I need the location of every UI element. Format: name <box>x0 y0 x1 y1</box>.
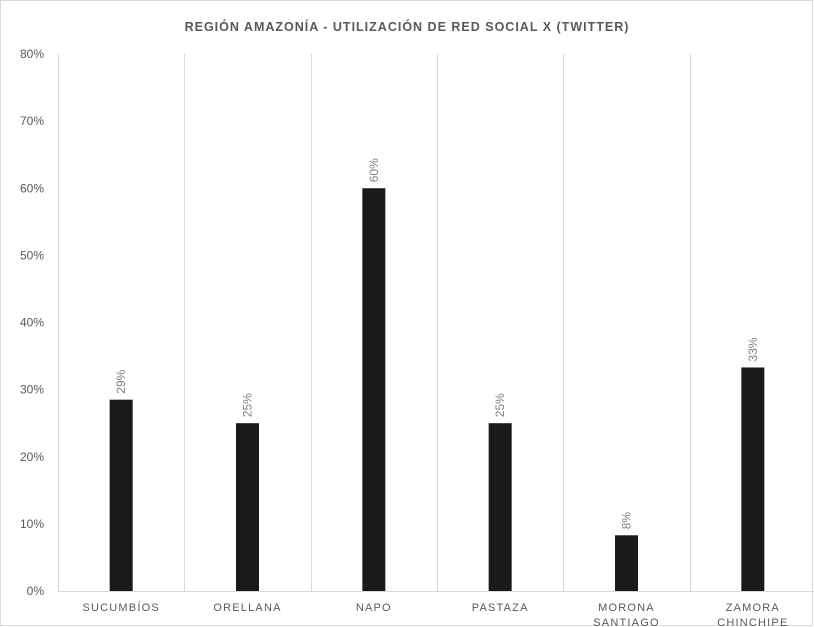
x-tick-label: ZAMORA <box>726 602 780 614</box>
bar <box>362 188 386 591</box>
bar <box>236 423 259 591</box>
y-tick-label: 0% <box>27 584 45 598</box>
x-tick-label: NAPO <box>356 602 392 614</box>
data-label: 33% <box>746 337 760 361</box>
x-tick-label: SANTIAGO <box>593 617 659 627</box>
data-label: 8% <box>620 512 634 530</box>
bar <box>615 535 638 591</box>
y-tick-label: 40% <box>20 316 44 330</box>
x-tick-label: PASTAZA <box>472 602 529 614</box>
x-tick-label: MORONA <box>598 602 655 614</box>
data-label: 29% <box>114 369 128 393</box>
bar <box>109 399 133 591</box>
chart-title: REGIÓN AMAZONÍA - UTILIZACIÓN DE RED SOC… <box>184 20 630 34</box>
data-label: 25% <box>493 393 507 417</box>
x-tick-label: CHINCHIPE <box>717 617 788 627</box>
x-tick-label: SUCUMBÍOS <box>82 601 159 614</box>
y-tick-label: 20% <box>20 450 44 464</box>
data-label: 60% <box>367 158 381 182</box>
y-tick-label: 10% <box>20 517 44 531</box>
y-tick-label: 80% <box>20 47 44 61</box>
y-tick-label: 30% <box>20 383 44 397</box>
x-tick-label: ORELLANA <box>213 602 281 614</box>
bar <box>741 367 765 591</box>
y-tick-label: 70% <box>20 114 44 128</box>
y-tick-label: 50% <box>20 248 44 262</box>
data-label: 25% <box>241 393 255 417</box>
y-tick-label: 60% <box>20 181 44 195</box>
bar <box>488 423 512 591</box>
